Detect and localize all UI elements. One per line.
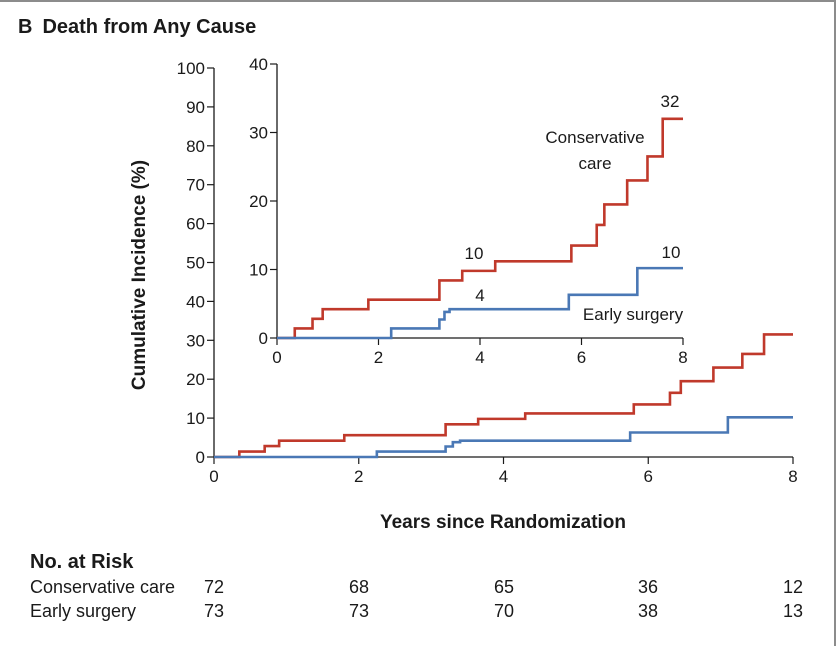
risk-cell: 12	[782, 577, 804, 597]
risk-cell: 72	[203, 577, 225, 597]
y-axis-title: Cumulative Incidence (%)	[129, 160, 150, 390]
inset-annotations: 32 Conservative care 10 10 4 Early surge…	[465, 92, 684, 324]
inset-x-tick-label: 8	[678, 348, 687, 367]
inset-y-tick-label: 40	[249, 55, 268, 74]
inset-x-tick-label: 4	[475, 348, 484, 367]
inset-x-tick-label: 0	[272, 348, 281, 367]
inset-axes: 0 10 20 30 40 0 2 4 6 8	[249, 55, 688, 367]
risk-cell: 38	[637, 601, 659, 621]
risk-table-title: No. at Risk	[30, 551, 134, 573]
main-plot	[214, 333, 793, 459]
risk-cell: 36	[637, 577, 659, 597]
main-y-tick-label: 30	[186, 331, 205, 350]
inset-y-tick-label: 30	[249, 124, 268, 143]
main-y-tick-label: 10	[186, 409, 205, 428]
inset-y-tick-label: 20	[249, 192, 268, 211]
inset-x-tick-label: 2	[374, 348, 383, 367]
main-x-tick-label: 4	[499, 467, 508, 486]
risk-row-label: Conservative care	[30, 577, 176, 597]
panel-title-text: Death from Any Cause	[42, 16, 257, 38]
panel-letter: B	[18, 16, 33, 38]
risk-cell: 13	[782, 601, 804, 621]
x-axis-title: Years since Randomization	[380, 512, 626, 533]
main-y-tick-label: 60	[186, 215, 205, 234]
main-y-tick-label: 80	[186, 137, 205, 156]
risk-cell: 70	[493, 601, 515, 621]
inset-y-tick-label: 10	[249, 261, 268, 280]
inset-plot	[277, 117, 683, 340]
annotation-conservative-end-value: 32	[661, 92, 680, 111]
annotation-conservative-label-line2: care	[578, 154, 611, 173]
risk-cell: 73	[203, 601, 225, 621]
main-y-tick-label: 70	[186, 176, 205, 195]
main-x-tick-label: 0	[209, 467, 218, 486]
risk-cell: 68	[348, 577, 370, 597]
main-x-tick-label: 8	[788, 467, 797, 486]
risk-cell: 65	[493, 577, 515, 597]
main-y-tick-label: 90	[186, 98, 205, 117]
risk-cell: 73	[348, 601, 370, 621]
main-y-tick-label: 40	[186, 292, 205, 311]
annotation-conservative-label-line1: Conservative	[545, 128, 644, 147]
inset-x-tick-label: 6	[577, 348, 586, 367]
main-y-tick-label: 0	[196, 448, 205, 467]
main-y-tick-label: 50	[186, 254, 205, 273]
main-x-tick-label: 6	[644, 467, 653, 486]
annotation-early-end-value: 10	[662, 243, 681, 262]
inset-y-tick-label: 0	[259, 329, 268, 348]
inset-series-early-surgery-line	[277, 266, 683, 340]
annotation-early-mid-value: 4	[475, 286, 484, 305]
risk-row-label: Early surgery	[30, 601, 137, 621]
main-series-early-surgery-line	[214, 416, 793, 459]
panel-title: B Death from Any Cause	[18, 16, 256, 39]
inset-series-conservative-care-line	[277, 117, 683, 340]
main-series-conservative-care-line	[214, 333, 793, 459]
main-x-tick-label: 2	[354, 467, 363, 486]
annotation-conservative-mid-value: 10	[465, 244, 484, 263]
annotation-early-label: Early surgery	[583, 305, 684, 324]
main-y-tick-label: 100	[177, 59, 205, 78]
main-y-tick-label: 20	[186, 370, 205, 389]
